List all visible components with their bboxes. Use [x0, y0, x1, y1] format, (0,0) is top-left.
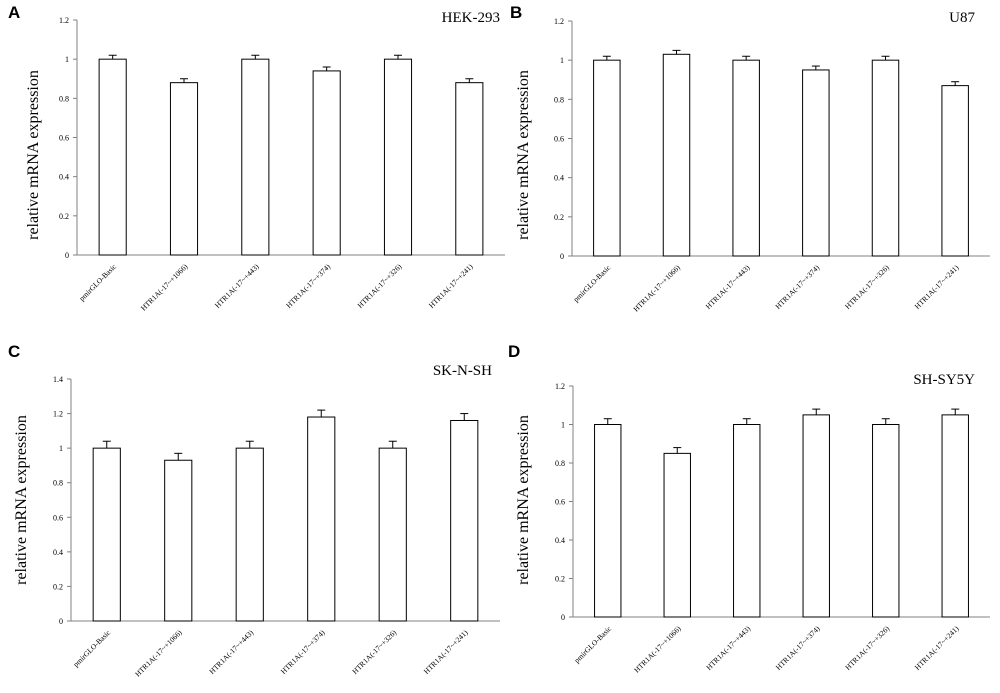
bar — [92, 447, 121, 622]
x-tick-label: HTR1A(-17~+241) — [422, 628, 470, 676]
bar — [383, 58, 413, 256]
bar — [802, 414, 830, 618]
y-tick-label: 1 — [561, 421, 565, 430]
bar — [307, 416, 336, 622]
y-tick-label: 0.6 — [59, 134, 69, 143]
chart-title: SH-SY5Y — [913, 372, 975, 388]
x-tick-label: HTR1A(-17~+374) — [284, 262, 332, 310]
y-tick-label: 1 — [560, 56, 564, 65]
y-tick-label: 0.6 — [554, 135, 564, 144]
y-tick-label: 0.8 — [554, 95, 564, 104]
panel-letter: D — [508, 342, 520, 361]
bar — [235, 447, 264, 622]
bar — [941, 414, 969, 618]
chart-title: U87 — [949, 10, 975, 26]
y-tick-label: 0.4 — [555, 536, 565, 545]
y-tick-label: 0.2 — [554, 213, 564, 222]
x-tick-label: HTR1A(-17~+326) — [356, 262, 404, 310]
y-tick-label: 1.2 — [59, 16, 69, 25]
x-tick-label: HTR1A(-17~+326) — [843, 624, 891, 672]
y-tick-label: 0.6 — [555, 498, 565, 507]
x-tick-label: HTR1A(-17~+443) — [704, 263, 752, 311]
bar — [662, 53, 691, 257]
x-tick-label: pmirGLO-Basic — [77, 262, 118, 303]
panel-letter: B — [510, 3, 522, 22]
chart-panel-3: C SK-N-SH relative mRNA expression 0 0.2 0.4 0… — [8, 342, 500, 679]
x-tick-label: HTR1A(-17~+1066) — [631, 263, 682, 314]
x-tick-label: HTR1A(-17~+241) — [913, 263, 961, 311]
y-tick-label: 0 — [59, 617, 63, 626]
bar — [378, 447, 407, 622]
x-tick-label: pmirGLO-Basic — [572, 624, 613, 665]
bar — [169, 82, 199, 256]
y-tick-label: 0.4 — [554, 174, 564, 183]
x-tick-label: HTR1A(-17~+443) — [207, 628, 255, 676]
y-axis-label: relative mRNA expression — [25, 70, 42, 240]
panel-letter: C — [8, 342, 20, 361]
bar — [732, 59, 760, 257]
y-tick-label: 1 — [65, 55, 69, 64]
bar — [871, 59, 900, 257]
x-tick-label: HTR1A(-17~+1066) — [139, 262, 190, 313]
y-tick-label: 0 — [65, 251, 69, 260]
y-tick-label: 1.4 — [53, 375, 63, 384]
bar — [593, 59, 621, 257]
y-tick-label: 0 — [560, 252, 564, 261]
y-tick-label: 0.6 — [53, 513, 63, 522]
x-tick-label: HTR1A(-17~+241) — [913, 624, 961, 672]
bar — [164, 459, 193, 622]
y-tick-label: 1.2 — [554, 17, 564, 26]
bar — [98, 58, 127, 256]
bar — [455, 82, 484, 256]
chart-panel-4: D SH-SY5Y relative mRNA expression 0 0.2 0.4 0… — [508, 342, 990, 675]
bar — [941, 85, 969, 257]
y-tick-label: 1.2 — [555, 382, 565, 391]
bar — [594, 424, 622, 618]
bar — [733, 424, 761, 618]
y-tick-label: 1 — [59, 444, 63, 453]
chart-title: SK-N-SH — [433, 363, 492, 379]
y-axis-label: relative mRNA expression — [515, 70, 532, 240]
chart-panel-2: B U87 relative mRNA expression 0 0.2 0.4 0.6 0.… — [510, 3, 990, 314]
chart-title: HEK-293 — [442, 10, 500, 26]
x-tick-label: HTR1A(-17~+1066) — [133, 628, 184, 679]
y-axis-label: relative mRNA expression — [515, 415, 532, 585]
x-tick-label: HTR1A(-17~+443) — [213, 262, 261, 310]
y-tick-label: 0.8 — [555, 459, 565, 468]
bar — [450, 419, 479, 622]
y-tick-label: 0.2 — [53, 582, 63, 591]
x-tick-label: pmirGLO-Basic — [571, 263, 612, 304]
x-tick-label: HTR1A(-17~+241) — [427, 262, 475, 310]
x-tick-label: HTR1A(-17~+374) — [279, 628, 327, 676]
x-tick-label: HTR1A(-17~+1066) — [632, 624, 683, 675]
y-tick-label: 0.8 — [53, 479, 63, 488]
bar — [241, 58, 270, 256]
y-tick-label: 0.2 — [59, 212, 69, 221]
y-axis-label: relative mRNA expression — [13, 415, 30, 585]
bar — [663, 452, 691, 618]
x-tick-label: HTR1A(-17~+326) — [350, 628, 398, 676]
bar — [872, 424, 900, 618]
x-tick-label: HTR1A(-17~+326) — [843, 263, 891, 311]
y-tick-label: 0.8 — [59, 94, 69, 103]
y-tick-label: 0 — [561, 613, 565, 622]
x-tick-label: HTR1A(-17~+443) — [704, 624, 752, 672]
x-tick-label: pmirGLO-Basic — [71, 628, 112, 669]
y-tick-label: 0.4 — [59, 173, 69, 182]
x-tick-label: HTR1A(-17~+374) — [773, 263, 821, 311]
y-tick-label: 1.2 — [53, 410, 63, 419]
y-tick-label: 0.2 — [555, 575, 565, 584]
chart-panel-1: A HEK-293 relative mRNA expression 0 0.2 0.4 0… — [8, 3, 505, 313]
bar — [312, 70, 341, 256]
y-tick-label: 0.4 — [53, 548, 63, 557]
x-tick-label: HTR1A(-17~+374) — [774, 624, 822, 672]
bar — [802, 69, 830, 257]
panel-letter: A — [8, 3, 20, 22]
